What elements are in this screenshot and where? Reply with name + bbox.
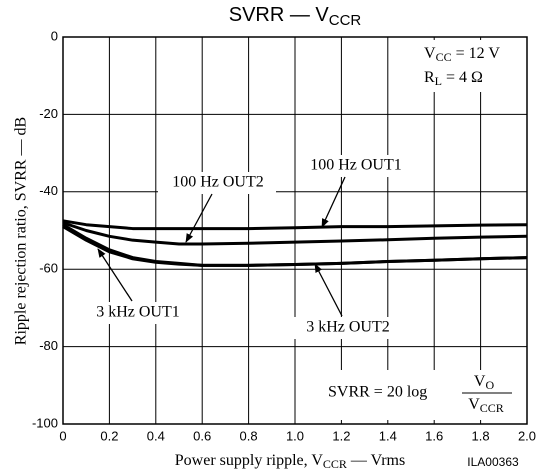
x-tick-label: 0 bbox=[59, 428, 66, 443]
y-tick-label: -20 bbox=[39, 106, 58, 121]
x-tick-label: 1.6 bbox=[425, 428, 443, 443]
y-tick-label: -60 bbox=[39, 261, 58, 276]
x-tick-label: 0.2 bbox=[100, 428, 118, 443]
y-tick-label: -40 bbox=[39, 183, 58, 198]
arrow bbox=[185, 193, 213, 243]
series-annotation: 3 kHz OUT1 bbox=[96, 304, 180, 321]
x-tick-label: 1.4 bbox=[379, 428, 397, 443]
series-line bbox=[62, 225, 528, 267]
formula-denominator: VCCR bbox=[468, 396, 504, 415]
figure-code: ILA00363 bbox=[467, 455, 519, 469]
x-axis-label: Power supply ripple, VCCR — Vrms bbox=[175, 452, 405, 471]
formula-box bbox=[325, 370, 523, 420]
y-tick-label: -100 bbox=[32, 415, 58, 430]
x-tick-label: 1.8 bbox=[472, 428, 490, 443]
chart-title: SVRR — VCCR bbox=[229, 4, 362, 29]
series-line bbox=[62, 219, 528, 231]
label-bg bbox=[158, 172, 276, 194]
x-tick-label: 1.0 bbox=[286, 428, 304, 443]
arrow bbox=[97, 248, 133, 302]
series-annotation: 3 kHz OUT2 bbox=[306, 319, 390, 336]
plot-frame bbox=[62, 36, 528, 425]
condition: RL = 4 Ω bbox=[424, 69, 483, 88]
y-tick-label: 0 bbox=[51, 28, 58, 43]
x-tick-label: 0.6 bbox=[193, 428, 211, 443]
x-tick-label: 1.2 bbox=[332, 428, 350, 443]
y-tick-label: -80 bbox=[39, 338, 58, 353]
conditions-box bbox=[420, 40, 522, 92]
formula: SVRR = 20 log bbox=[328, 384, 427, 401]
x-tick-label: 0.4 bbox=[147, 428, 165, 443]
series-annotation: 100 Hz OUT1 bbox=[310, 157, 402, 174]
series-line bbox=[62, 221, 528, 246]
formula-numerator: VO bbox=[474, 373, 495, 392]
label-bg bbox=[292, 317, 404, 339]
condition: VCC = 12 V bbox=[424, 45, 500, 64]
y-axis-label: Ripple rejection ratio, SVRR — dB bbox=[13, 117, 30, 345]
label-bg bbox=[80, 302, 198, 324]
arrow bbox=[321, 176, 346, 228]
x-tick-label: 0.8 bbox=[240, 428, 258, 443]
x-tick-label: 2.0 bbox=[518, 428, 536, 443]
annotations: 100 Hz OUT2 100 Hz OUT1 3 kHz OUT1 3 kHz… bbox=[80, 155, 414, 339]
arrow bbox=[314, 263, 343, 317]
label-bg bbox=[296, 155, 414, 177]
series-annotation: 100 Hz OUT2 bbox=[172, 174, 264, 191]
